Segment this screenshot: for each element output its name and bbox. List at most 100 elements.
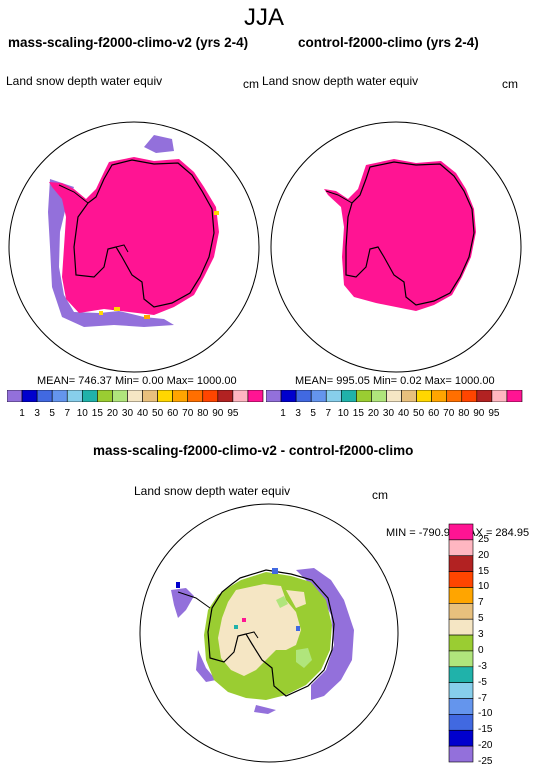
- colorbar-swatch: [202, 390, 219, 402]
- colorbar-swatch: [401, 390, 417, 402]
- colorbar-tick-label: 40: [397, 408, 410, 419]
- colorbar-tick-label: 60: [167, 408, 179, 419]
- map1-continent-fill: [49, 157, 219, 315]
- colorbar-swatch: [247, 390, 264, 402]
- colorbar-tick-label: 20: [367, 408, 379, 419]
- colorbar-swatch: [448, 523, 474, 541]
- colorbar-swatch: [448, 714, 474, 731]
- colorbar-swatch: [187, 390, 204, 402]
- page-title: JJA: [244, 4, 285, 31]
- colorbar-tick-label: 90: [212, 408, 224, 419]
- colorbar-swatch: [356, 390, 372, 402]
- diff-beige-region: [218, 584, 306, 676]
- colorbar-tick-label: 80: [197, 408, 209, 419]
- colorbar-swatch: [310, 390, 327, 402]
- colorbar-swatch: [295, 390, 312, 402]
- colorbar-swatch: [21, 390, 38, 402]
- colorbar-tick-label: 20: [106, 408, 118, 419]
- colorbar-tick-label: 80: [458, 408, 470, 419]
- colorbar-tick-label: 70: [182, 408, 194, 419]
- colorbar-tick-label: 50: [413, 408, 425, 419]
- panel1-units-label: cm: [243, 77, 259, 91]
- map1-coastline: [73, 159, 215, 308]
- colorbar-swatch: [491, 390, 508, 402]
- colorbar-tick-label: 10: [337, 408, 349, 419]
- colorbar-tick-label: 15: [478, 565, 490, 577]
- colorbar-tick-label: -5: [478, 676, 487, 688]
- panel2-units-label: cm: [502, 77, 518, 91]
- colorbar-tick-label: 0: [478, 644, 484, 656]
- colorbar-tick-label: 1: [19, 408, 25, 419]
- colorbar-swatch: [416, 390, 432, 402]
- panel2-heading: control-f2000-climo (yrs 2-4): [298, 35, 479, 50]
- colorbar-tick-label: 3: [478, 629, 484, 641]
- panel1-stats: MEAN= 746.37 Min= 0.00 Max= 1000.00: [37, 375, 237, 387]
- colorbar-swatch: [127, 390, 143, 402]
- colorbar-tick-label: 20: [478, 549, 490, 561]
- colorbar-swatch: [66, 390, 83, 402]
- colorbar-diff: [448, 523, 474, 763]
- colorbar-swatch: [448, 682, 474, 699]
- colorbar-swatch: [448, 666, 474, 683]
- colorbar-tick-label: 40: [136, 408, 149, 419]
- colorbar-tick-label: 3: [295, 408, 301, 419]
- colorbar-swatch: [448, 650, 474, 668]
- panel2-variable-label: Land snow depth water equiv: [262, 74, 419, 88]
- colorbar-swatch: [448, 729, 474, 747]
- colorbar-swatch: [157, 390, 173, 402]
- colorbar-tick-label: 10: [478, 581, 490, 593]
- colorbar-tick-label: -15: [478, 724, 493, 736]
- colorbar-swatch: [448, 603, 474, 620]
- panel1-variable-label: Land snow depth water equiv: [6, 74, 163, 88]
- colorbar-swatch: [325, 390, 342, 402]
- colorbar-swatch: [431, 390, 448, 402]
- colorbar-tick-label: -3: [478, 660, 487, 672]
- panel2-stats: MEAN= 995.05 Min= 0.02 Max= 1000.00: [295, 375, 495, 387]
- colorbar-swatch: [476, 390, 493, 402]
- colorbar-swatch: [266, 390, 282, 402]
- colorbar-tick-label: -10: [478, 708, 493, 720]
- diff-variable-label: Land snow depth water equiv: [134, 484, 291, 498]
- colorbar-tick-label: 50: [152, 408, 164, 419]
- colorbar-tick-label: 95: [488, 408, 500, 419]
- colorbar-tick-label: -25: [478, 756, 493, 767]
- colorbar-tick-label: 95: [227, 408, 239, 419]
- colorbar-swatch: [506, 390, 523, 402]
- colorbar-swatch: [97, 390, 113, 402]
- colorbar-swatch: [448, 587, 474, 604]
- colorbar-tick-label: 5: [49, 408, 55, 419]
- colorbar-swatch: [112, 390, 128, 402]
- colorbar-tick-label: 7: [325, 408, 332, 419]
- colorbar-swatch: [232, 390, 249, 402]
- panel1-heading: mass-scaling-f2000-climo-v2 (yrs 2-4): [8, 35, 249, 50]
- colorbar-swatch: [7, 390, 23, 402]
- colorbar-tick-label: 90: [473, 408, 485, 419]
- colorbar-swatch: [51, 390, 68, 402]
- colorbar-tick-label: -20: [478, 740, 493, 752]
- colorbar-swatch: [340, 390, 357, 402]
- colorbar-swatch: [448, 555, 474, 572]
- colorbar-swatch: [36, 390, 53, 402]
- colorbar-swatch: [448, 618, 474, 636]
- colorbar-tick-label: 30: [382, 408, 395, 419]
- colorbar-tick-label: 15: [91, 408, 103, 419]
- colorbar-tick-label: 70: [443, 408, 455, 419]
- colorbar-tick-label: 7: [478, 597, 484, 609]
- colorbar-panel1: [7, 390, 264, 402]
- colorbar-swatch: [217, 390, 234, 402]
- colorbar-tick-label: 25: [478, 533, 490, 545]
- colorbar-swatch: [448, 634, 474, 652]
- map-diff: [139, 503, 399, 763]
- colorbar-tick-label: 7: [64, 408, 71, 419]
- colorbar-tick-label: 5: [310, 408, 316, 419]
- colorbar-swatch: [448, 539, 474, 557]
- colorbar-swatch: [81, 390, 98, 402]
- colorbar-swatch: [448, 698, 474, 715]
- colorbar-swatch: [172, 390, 189, 402]
- colorbar-tick-label: 10: [76, 408, 88, 419]
- diff-units-label: cm: [372, 488, 388, 502]
- map1-sea-ice-fringe: [48, 135, 174, 327]
- diff-heading: mass-scaling-f2000-climo-v2 - control-f2…: [93, 443, 414, 458]
- colorbar-tick-label: 30: [121, 408, 134, 419]
- colorbar-tick-label: 60: [428, 408, 440, 419]
